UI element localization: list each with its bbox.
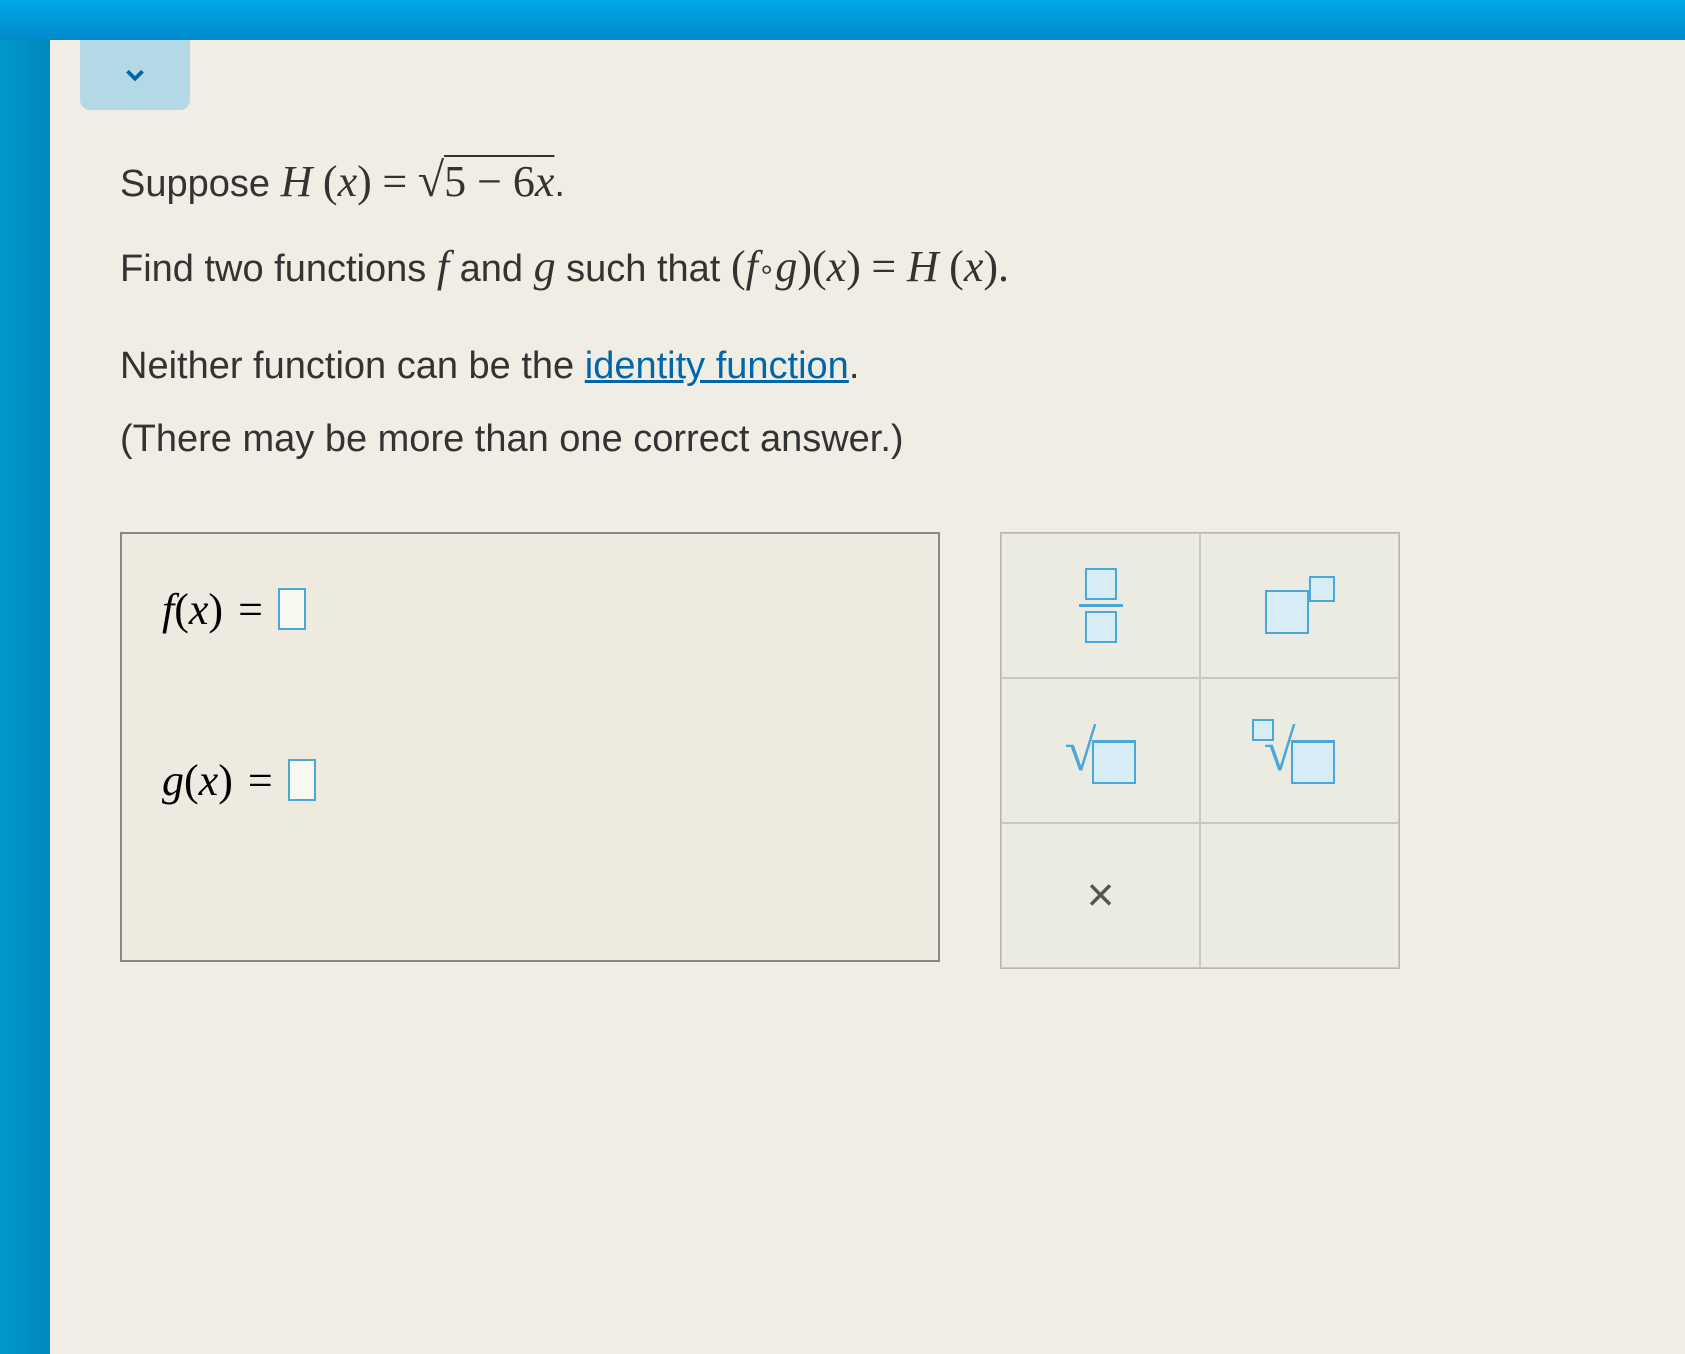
H-arg: x [338, 157, 358, 206]
g-of-x: g(x) [162, 755, 233, 806]
f-answer-row: f(x) = [162, 584, 898, 635]
left-edge [0, 40, 50, 1354]
nroot-icon: √ [1264, 717, 1336, 784]
f-input[interactable] [278, 588, 306, 630]
equals: = [382, 157, 407, 206]
g-input[interactable] [288, 759, 316, 801]
paren-close: ) [357, 157, 372, 206]
f-label: f [437, 242, 449, 291]
rhs-x: x [964, 242, 984, 291]
identity-function-link[interactable]: identity function [585, 345, 849, 387]
top-bar [0, 0, 1685, 40]
tool-palette: √ √ × [1000, 532, 1400, 969]
x-icon: × [1086, 868, 1114, 923]
line-4: (There may be more than one correct answ… [120, 407, 1615, 472]
period2: . [998, 242, 1009, 291]
paren4: ) [797, 242, 812, 291]
answer-box: f(x) = g(x) = [120, 532, 940, 962]
compose-f: f [746, 242, 758, 291]
compose-eq: = [871, 242, 896, 291]
nroot-button[interactable]: √ [1200, 678, 1399, 823]
paren-open: ( [323, 157, 338, 206]
content-area: Suppose H (x) = √5 − 6x. Find two functi… [50, 40, 1685, 1354]
find-text: Find two functions [120, 248, 426, 290]
eq-sign-f: = [238, 584, 263, 635]
sqrt-icon: √ [1065, 717, 1137, 784]
eq-sign-g: = [248, 755, 273, 806]
paren3: ( [731, 242, 746, 291]
suppose-label: Suppose [120, 163, 270, 205]
paren8: ) [983, 242, 998, 291]
fraction-button[interactable] [1001, 533, 1200, 678]
rhs-H: H [907, 242, 939, 291]
compose-g: g [775, 242, 797, 291]
sqrt-expr: 5 − 6x [444, 157, 554, 206]
sqrt-button[interactable]: √ [1001, 678, 1200, 823]
compose-sym: ∘ [758, 255, 776, 286]
power-icon [1265, 576, 1335, 634]
H-func: H [281, 157, 313, 206]
dropdown-tab[interactable] [80, 40, 190, 110]
f-of-x: f(x) [162, 584, 223, 635]
chevron-down-icon [120, 60, 150, 90]
paren5: ( [812, 242, 827, 291]
sqrt-symbol: √ [418, 154, 444, 207]
and-label: and [460, 248, 523, 290]
such-that: such that [566, 248, 720, 290]
neither-text: Neither function can be the [120, 345, 574, 387]
paren6: ) [846, 242, 861, 291]
period3: . [849, 345, 860, 387]
question-text: Suppose H (x) = √5 − 6x. Find two functi… [120, 140, 1615, 472]
clear-button[interactable]: × [1001, 823, 1200, 968]
line-3: Neither function can be the identity fun… [120, 334, 1615, 399]
g-answer-row: g(x) = [162, 755, 898, 806]
answer-section: f(x) = g(x) = [120, 532, 1615, 969]
empty-tool-slot [1200, 823, 1399, 968]
period: . [554, 163, 565, 205]
paren7: ( [949, 242, 964, 291]
line-1: Suppose H (x) = √5 − 6x. [120, 140, 1615, 222]
power-button[interactable] [1200, 533, 1399, 678]
line-2: Find two functions f and g such that (f∘… [120, 230, 1615, 305]
g-label: g [534, 242, 556, 291]
compose-arg: x [827, 242, 847, 291]
fraction-icon [1079, 568, 1123, 643]
